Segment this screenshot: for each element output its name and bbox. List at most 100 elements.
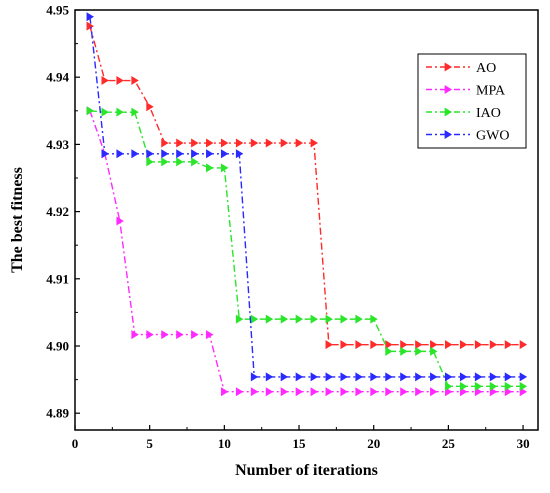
data-point [235, 314, 244, 324]
y-axis-title: The best fitness [9, 167, 26, 273]
data-point [385, 340, 393, 350]
legend-marker [444, 85, 453, 94]
data-point [101, 107, 109, 117]
data-point [445, 381, 453, 391]
data-point [400, 340, 408, 350]
data-point [176, 157, 184, 167]
data-point [445, 340, 453, 350]
data-point [370, 340, 378, 350]
data-point [131, 107, 139, 117]
data-point [280, 314, 289, 324]
data-point [280, 387, 289, 397]
data-point [459, 381, 468, 391]
data-point [370, 372, 378, 382]
legend-label: AO [476, 61, 496, 76]
legend-marker [444, 62, 453, 72]
x-tick-label: 10 [218, 436, 231, 451]
data-point [519, 340, 528, 350]
data-point [265, 372, 274, 382]
data-point [400, 372, 408, 382]
data-point [161, 330, 169, 340]
data-point [116, 107, 124, 117]
data-point [86, 12, 94, 22]
data-point [265, 387, 274, 397]
data-point [250, 372, 259, 382]
data-point [176, 330, 184, 340]
data-point [86, 21, 94, 31]
x-tick-label: 15 [293, 436, 307, 451]
data-point [265, 314, 274, 324]
data-point [191, 157, 199, 167]
legend-label: IAO [476, 106, 501, 121]
legend-item-MPA: MPA [426, 84, 506, 99]
data-point [355, 340, 363, 350]
data-point [430, 346, 438, 356]
data-point [191, 138, 199, 148]
data-point [250, 387, 259, 397]
data-point [519, 372, 528, 382]
data-point [280, 138, 289, 148]
data-point [340, 314, 348, 324]
data-point [161, 138, 169, 148]
data-point [176, 149, 184, 159]
legend-item-GWO: GWO [426, 129, 509, 144]
legend-label: MPA [476, 84, 506, 99]
y-tick-label: 4.89 [46, 406, 69, 421]
data-point [161, 157, 169, 167]
data-point [459, 372, 468, 382]
data-point [489, 372, 498, 382]
data-point [101, 149, 109, 159]
data-point [295, 314, 304, 324]
data-point [235, 387, 244, 397]
data-point [504, 381, 513, 391]
y-tick-label: 4.95 [46, 3, 69, 18]
data-point [340, 387, 348, 397]
legend: AO MPA IAO GWO [417, 53, 527, 149]
data-point [430, 387, 438, 397]
data-point [116, 216, 124, 226]
data-point [474, 340, 483, 350]
data-point [176, 138, 184, 148]
legend-label: GWO [476, 129, 509, 144]
data-point [220, 149, 229, 159]
y-tick-label: 4.92 [46, 204, 69, 219]
y-tick-label: 4.93 [46, 137, 69, 152]
data-point [295, 387, 304, 397]
data-point [250, 138, 259, 148]
data-point [400, 387, 408, 397]
data-point [131, 330, 139, 340]
data-point [459, 340, 468, 350]
data-point [355, 314, 363, 324]
data-point [325, 372, 333, 382]
x-axis-ticks: 0 5 10 15 20 25 30 [72, 425, 530, 451]
plot-frame [74, 9, 539, 431]
data-point [415, 346, 423, 356]
data-point [474, 381, 483, 391]
data-point [206, 330, 214, 340]
data-point [310, 314, 319, 324]
data-point [489, 381, 498, 391]
data-point [265, 138, 274, 148]
data-point [146, 157, 154, 167]
data-point [355, 387, 363, 397]
data-point [400, 346, 408, 356]
data-point [415, 372, 423, 382]
data-point [220, 138, 229, 148]
y-axis-ticks: 4.89 4.90 4.91 4.92 4.93 4.94 4.95 [46, 3, 80, 421]
data-point [430, 340, 438, 350]
data-point [250, 314, 259, 324]
data-point [116, 76, 124, 86]
data-point [116, 149, 124, 159]
legend-item-IAO: IAO [426, 106, 501, 121]
data-point [325, 387, 333, 397]
data-point [504, 372, 513, 382]
data-point [385, 372, 393, 382]
data-point [340, 340, 348, 350]
legend-marker [444, 107, 453, 117]
data-point [370, 387, 378, 397]
data-point [504, 340, 513, 350]
series-AO [86, 21, 528, 350]
series-GWO [86, 12, 528, 382]
